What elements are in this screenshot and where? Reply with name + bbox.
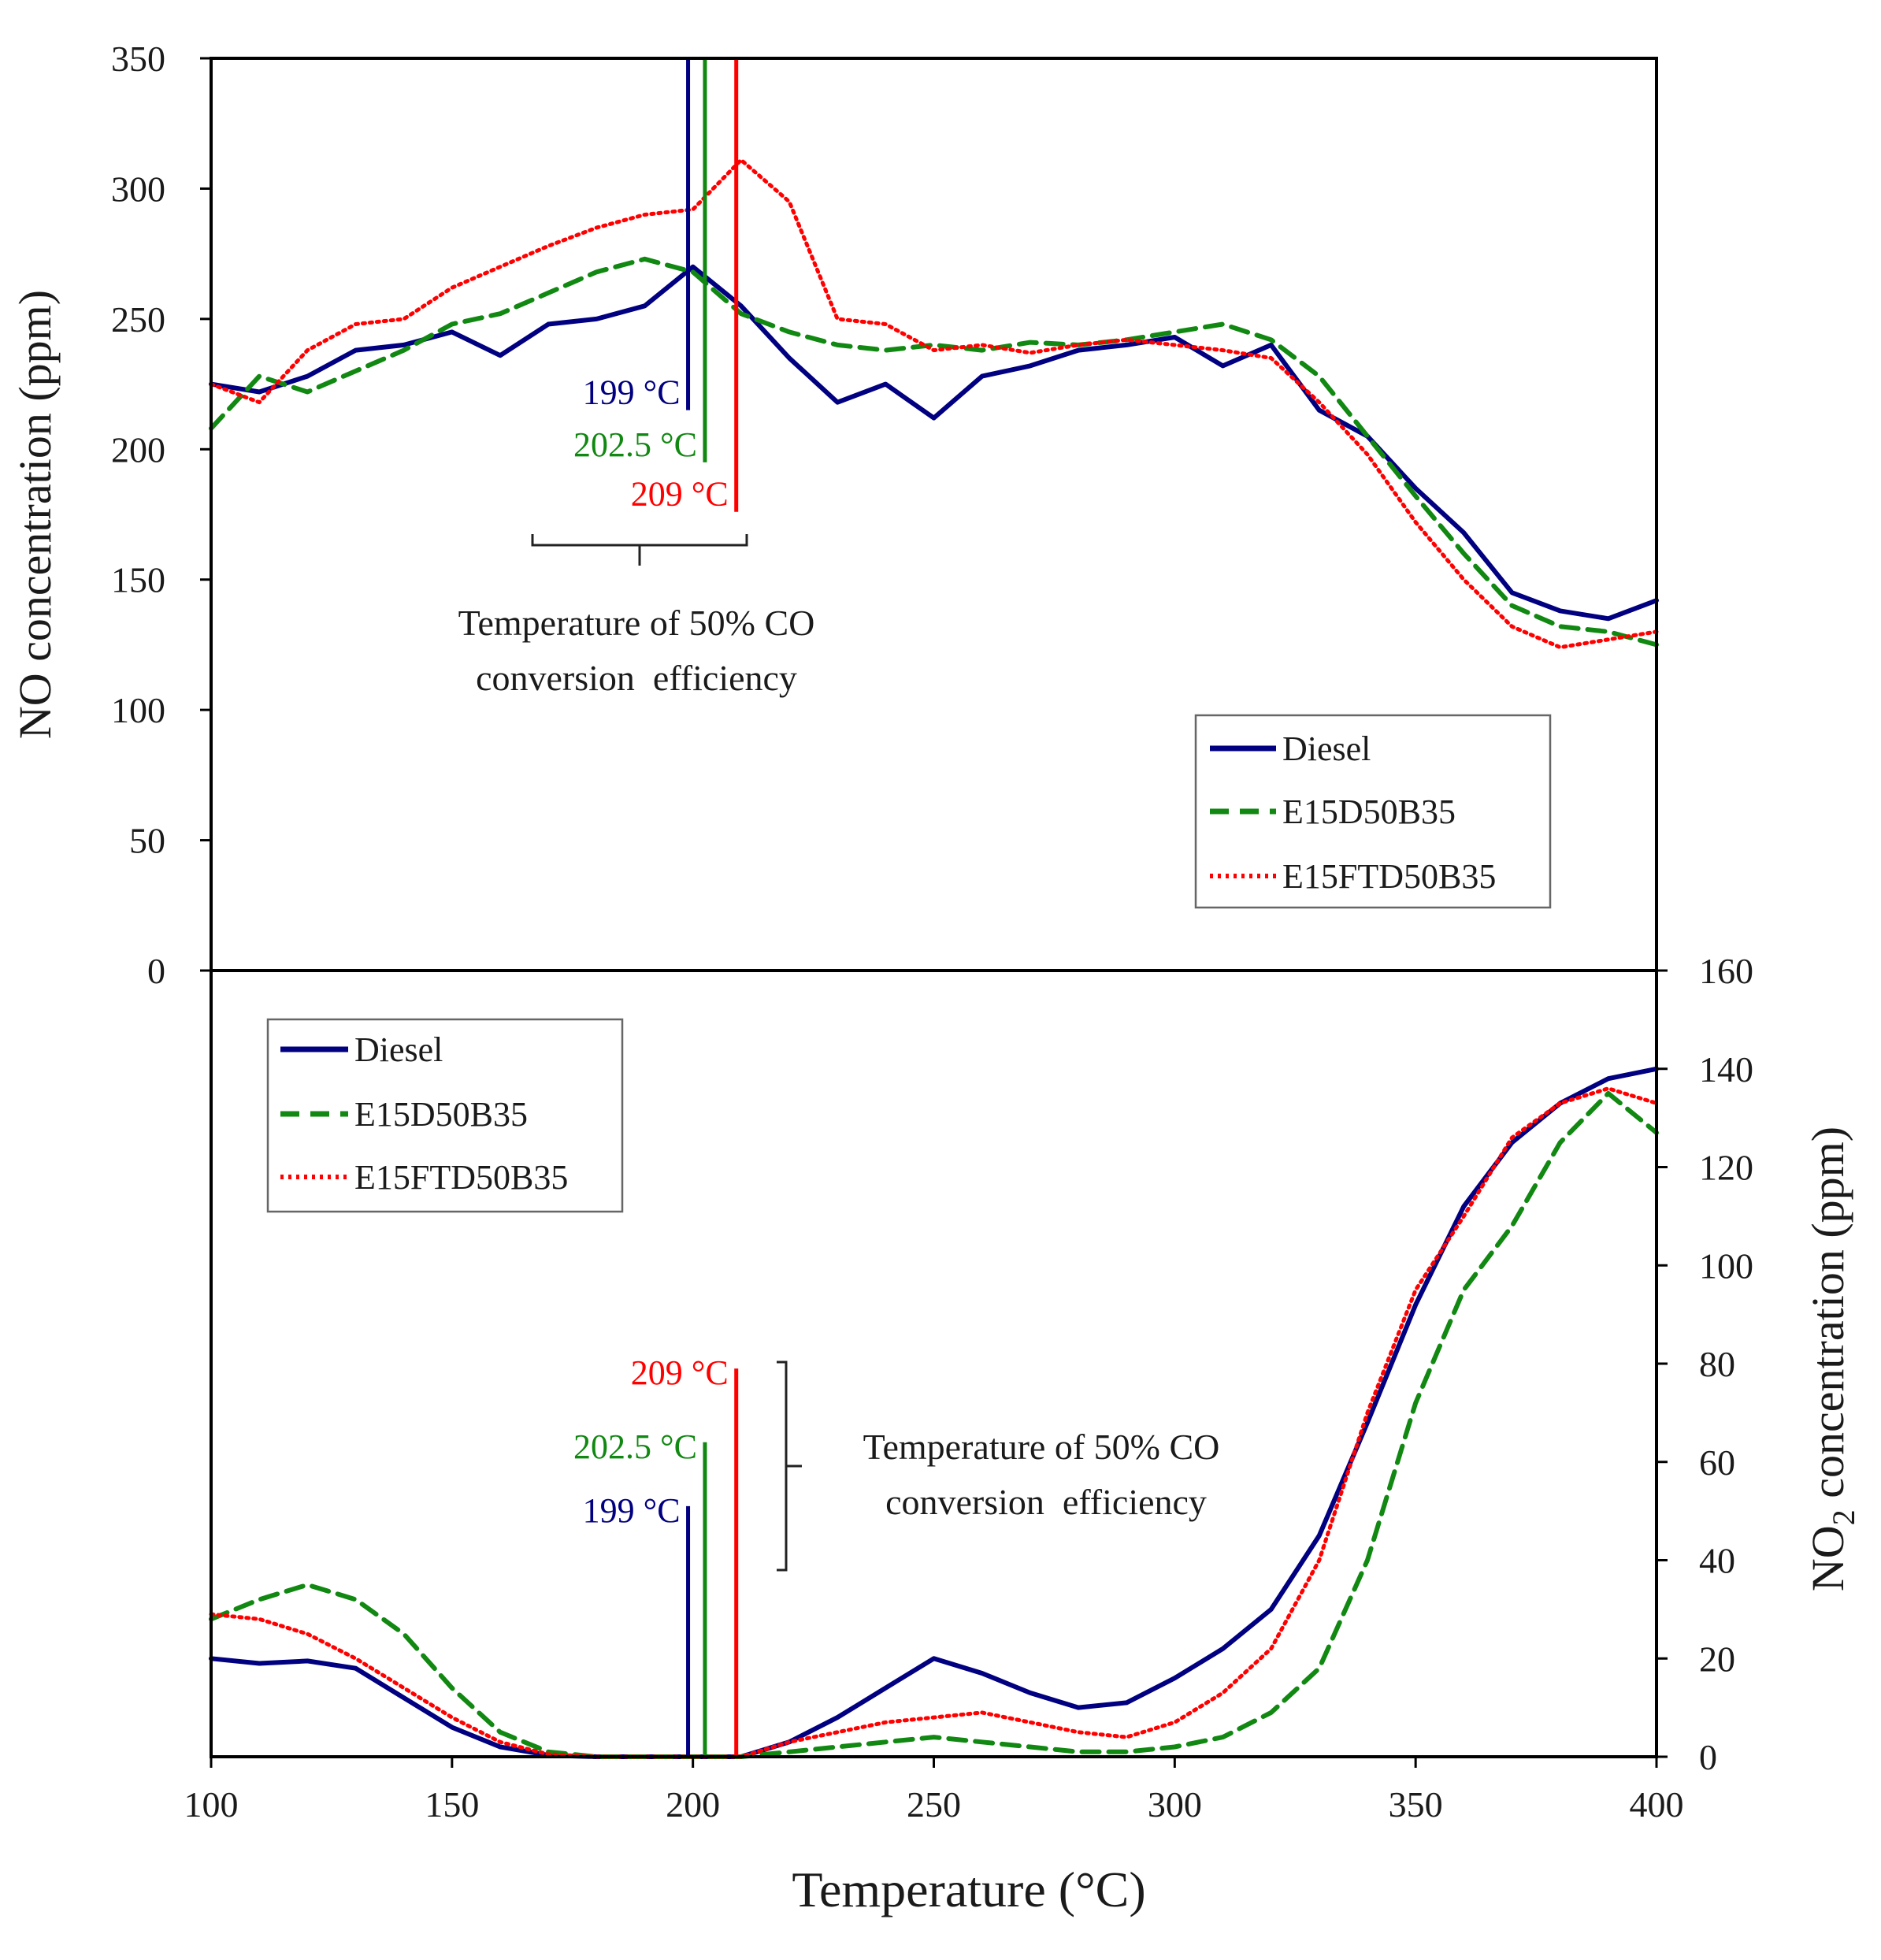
bottom-annotation-line2: conversion efficiency (885, 1482, 1207, 1522)
bottom-marker-label-e15d50b35: 202.5 °C (573, 1427, 697, 1466)
top-marker-label-e15ftd50b35: 209 °C (631, 475, 729, 514)
top-y-ticks: 0 50 100 150 200 250 300 350 (111, 39, 211, 991)
x-tick-label: 350 (1389, 1784, 1443, 1825)
bottom-series-diesel (209, 1066, 1659, 1759)
bottom-series-e15ftd50b35 (209, 1086, 1659, 1759)
bottom-series-group (209, 1066, 1659, 1759)
top-legend-label-e15d50b35: E15D50B35 (1282, 793, 1456, 831)
x-axis-label: Temperature (°C) (792, 1862, 1145, 1917)
top-y-tick-label: 350 (111, 39, 165, 79)
bottom-legend: Diesel E15D50B35 E15FTD50B35 (266, 1018, 624, 1213)
x-axis-ticks: 100 150 200 250 300 350 400 (184, 1757, 1684, 1825)
bottom-annotation-line1: Temperature of 50% CO (863, 1427, 1220, 1467)
bottom-annotation-bracket (777, 1360, 802, 1572)
top-legend-label-e15ftd50b35: E15FTD50B35 (1282, 857, 1496, 896)
top-legend: Diesel E15D50B35 E15FTD50B35 (1194, 714, 1552, 909)
bottom-marker-label-diesel: 199 °C (583, 1491, 681, 1530)
bottom-y-tick-label: 80 (1699, 1344, 1735, 1384)
x-tick-label: 250 (907, 1784, 961, 1825)
top-y-tick-label: 50 (129, 821, 165, 861)
top-y-tick-label: 100 (111, 690, 165, 730)
top-series-diesel (209, 264, 1659, 622)
bottom-y-tick-label: 120 (1699, 1148, 1753, 1188)
bottom-panel: 199 °C 202.5 °C 209 °C 0 20 40 60 80 100 120 140 1… (209, 951, 1861, 1777)
top-y-tick-label: 0 (147, 951, 165, 991)
bottom-legend-label-e15d50b35: E15D50B35 (354, 1095, 528, 1134)
bottom-y-tick-label: 0 (1699, 1737, 1717, 1777)
bottom-marker-label-e15ftd50b35: 209 °C (631, 1353, 729, 1392)
top-y-tick-label: 150 (111, 560, 165, 600)
top-series-e15d50b35 (209, 256, 1659, 648)
top-marker-label-e15d50b35: 202.5 °C (573, 425, 697, 464)
bottom-y-label-main: NO (1802, 1525, 1853, 1591)
bottom-y-tick-label: 20 (1699, 1639, 1735, 1679)
top-y-tick-label: 300 (111, 169, 165, 209)
bottom-legend-label-e15ftd50b35: E15FTD50B35 (354, 1158, 568, 1197)
top-series-group (209, 158, 1659, 650)
top-y-tick-label: 200 (111, 429, 165, 470)
top-annotation-line2: conversion efficiency (476, 658, 797, 698)
bottom-y-tick-label: 160 (1699, 951, 1753, 991)
x-tick-label: 300 (1148, 1784, 1202, 1825)
x-tick-label: 400 (1630, 1784, 1684, 1825)
bottom-y-label-sub: 2 (1826, 1509, 1861, 1525)
x-tick-label: 100 (184, 1784, 239, 1825)
bottom-series-e15d50b35 (209, 1090, 1659, 1759)
top-markers-group: 199 °C 202.5 °C 209 °C (573, 58, 739, 514)
bottom-y-label-rest: concentration (ppm) (1802, 1127, 1853, 1509)
bottom-legend-label-diesel: Diesel (354, 1030, 443, 1069)
top-annotation-line1: Temperature of 50% CO (458, 603, 815, 643)
top-marker-label-diesel: 199 °C (583, 373, 681, 412)
bottom-y-tick-label: 60 (1699, 1442, 1735, 1483)
bottom-markers-group: 199 °C 202.5 °C 209 °C (573, 1353, 739, 1757)
bottom-y-tick-label: 100 (1699, 1245, 1753, 1286)
top-legend-label-diesel: Diesel (1282, 729, 1371, 768)
top-panel: 199 °C 202.5 °C 209 °C 0 50 100 150 200 250 300 3… (9, 39, 1659, 991)
top-annotation-bracket (531, 534, 748, 566)
bottom-y-ticks: 0 20 40 60 80 100 120 140 160 (1657, 951, 1753, 1777)
x-tick-label: 200 (666, 1784, 720, 1825)
top-series-e15ftd50b35 (209, 158, 1659, 650)
svg-text:NO2 concentration (ppm): NO2 concentration (ppm) (1802, 1127, 1861, 1591)
top-y-tick-label: 250 (111, 299, 165, 340)
bottom-y-tick-label: 140 (1699, 1049, 1753, 1090)
bottom-y-tick-label: 40 (1699, 1541, 1735, 1581)
bottom-y-axis-label: NO2 concentration (ppm) (1802, 1127, 1861, 1591)
x-tick-label: 150 (425, 1784, 479, 1825)
top-y-axis-label: NO concentration (ppm) (9, 290, 61, 739)
